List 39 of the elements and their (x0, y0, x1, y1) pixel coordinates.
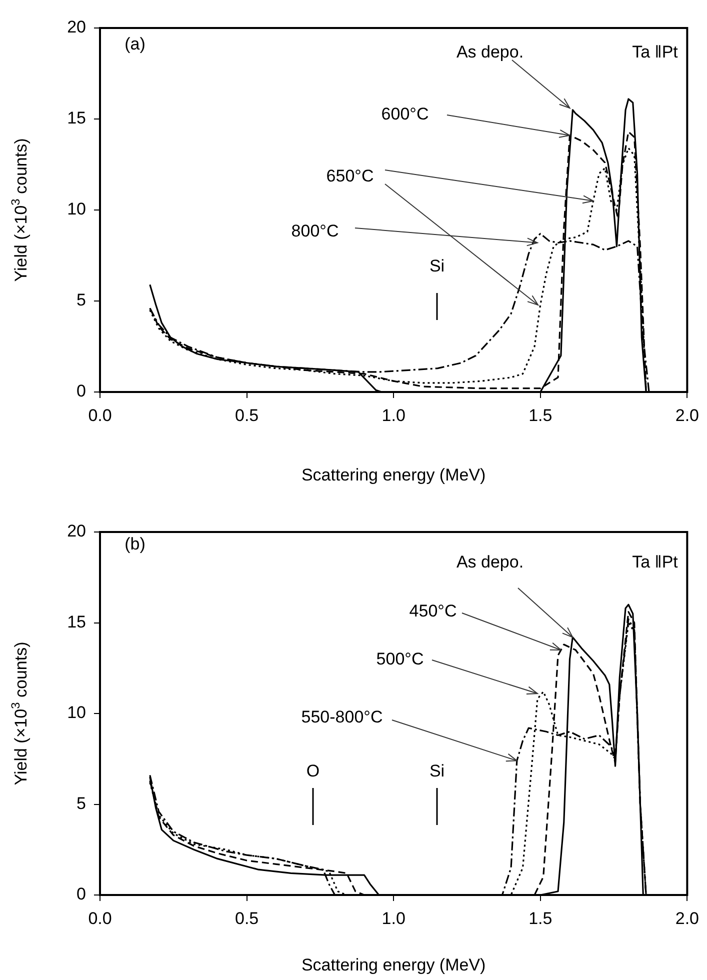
annotation: Ta ‖Pt (632, 552, 678, 572)
x-tick-label: 1.5 (528, 908, 552, 928)
annotation: 450°C (409, 602, 457, 621)
annotation: 600°C (381, 104, 429, 124)
y-axis-title: Yield (×103 counts) (8, 642, 31, 786)
y-tick-label: 10 (67, 200, 86, 219)
annotation: 550-800°C (301, 708, 383, 727)
x-axis-title: Scattering energy (MeV) (301, 465, 486, 484)
y-tick-label: 15 (67, 108, 86, 128)
x-tick-label: 0.5 (234, 908, 259, 928)
annotation: (a) (124, 34, 146, 54)
annotation: 500°C (376, 650, 424, 669)
x-tick-label: 1.0 (382, 908, 406, 928)
annotation: Si (429, 256, 445, 276)
x-tick-label: 1.5 (528, 406, 552, 425)
y-axis-title: Yield (×103 counts) (8, 138, 31, 282)
annotation: As depo. (456, 552, 524, 572)
annotation: Ta ‖Pt (632, 42, 678, 62)
y-tick-label: 0 (76, 382, 86, 401)
x-tick-label: 0.0 (88, 908, 112, 928)
y-tick-label: 0 (76, 884, 86, 904)
y-tick-label: 20 (67, 18, 86, 37)
x-tick-label: 0.5 (234, 406, 259, 425)
y-tick-label: 15 (67, 612, 86, 632)
y-tick-label: 20 (67, 522, 86, 541)
x-tick-label: 2.0 (675, 406, 700, 425)
annotation: (b) (124, 534, 146, 554)
x-tick-label: 1.0 (382, 406, 406, 425)
annotation: 650°C (326, 166, 374, 186)
y-tick-label: 5 (76, 794, 86, 813)
y-tick-label: 5 (76, 290, 86, 310)
annotation: O (306, 762, 320, 781)
x-tick-label: 0.0 (88, 406, 112, 425)
x-tick-label: 2.0 (675, 908, 700, 928)
x-axis-title: Scattering energy (MeV) (301, 955, 486, 974)
annotation: Si (429, 762, 445, 781)
annotation: As depo. (456, 42, 524, 62)
y-tick-label: 10 (67, 703, 86, 722)
annotation: 800°C (291, 222, 339, 241)
